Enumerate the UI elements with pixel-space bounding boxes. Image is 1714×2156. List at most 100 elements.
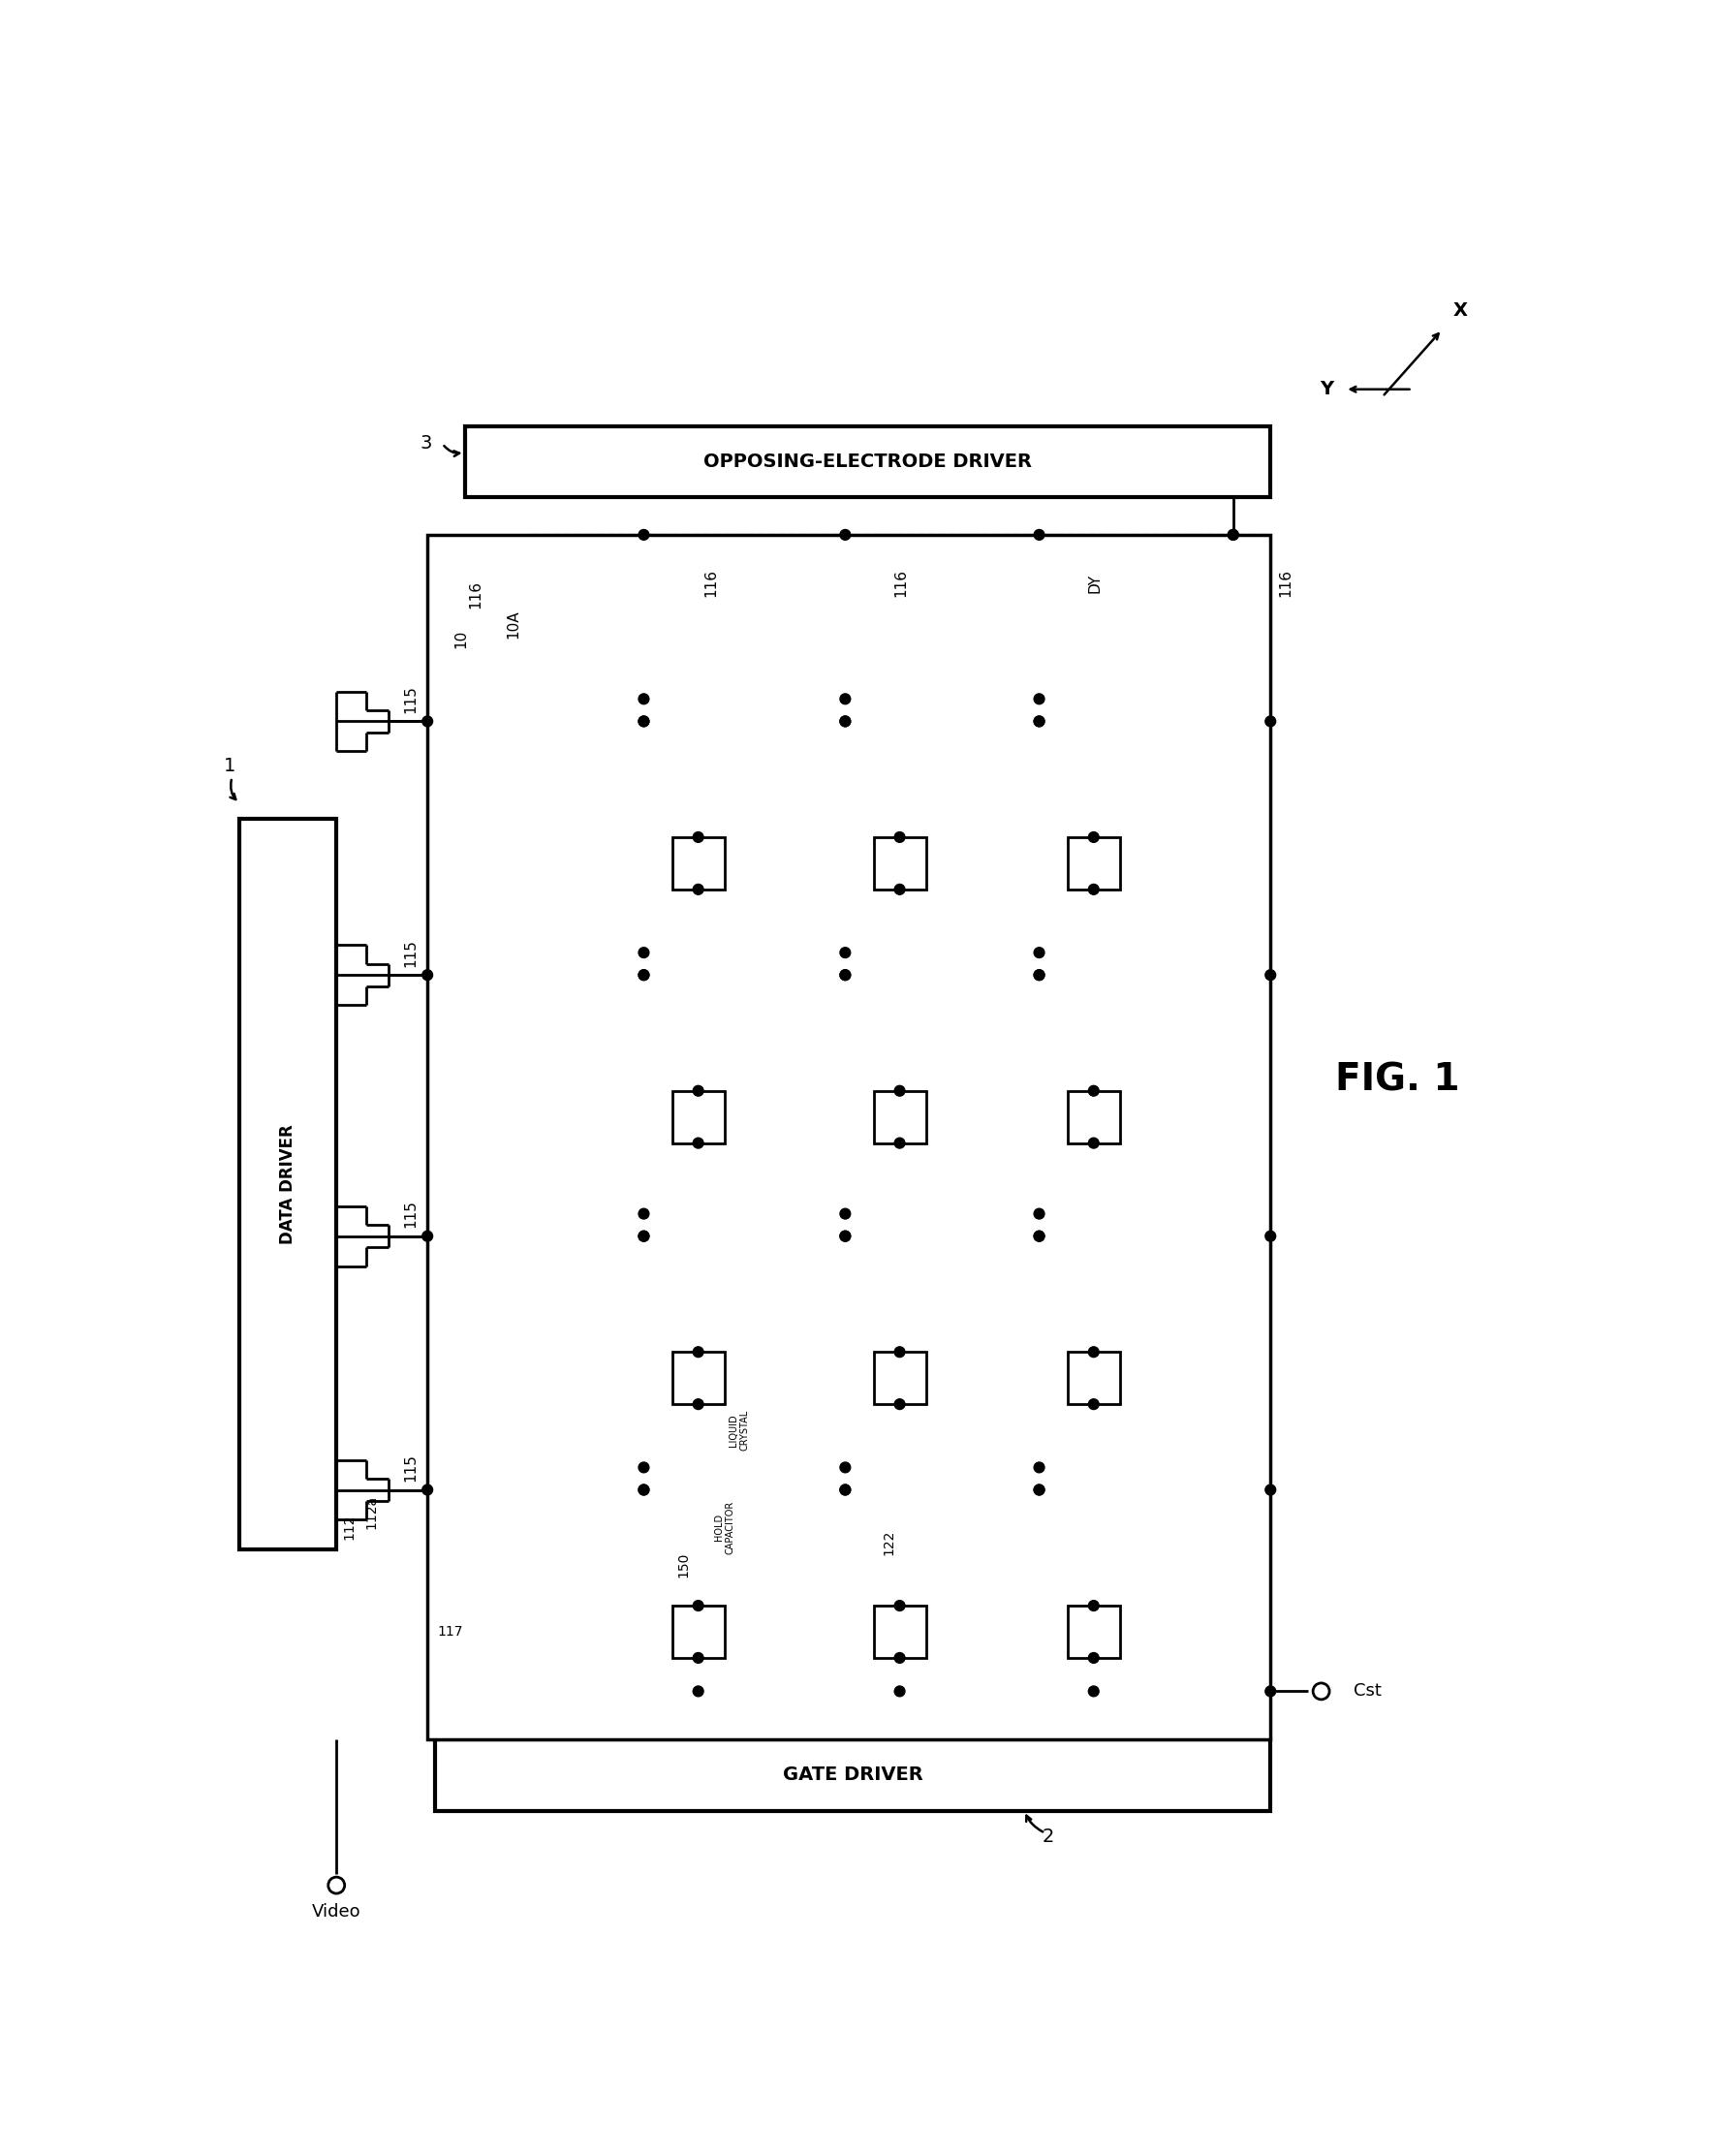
Text: 117: 117 [437, 1626, 463, 1639]
Bar [874, 1091, 926, 1143]
Circle shape [1088, 832, 1099, 843]
Circle shape [840, 1462, 850, 1473]
Circle shape [840, 1231, 850, 1242]
Text: HOLD
CAPACITOR: HOLD CAPACITOR [715, 1501, 735, 1554]
Bar [672, 837, 725, 890]
Text: 10A: 10A [506, 610, 521, 638]
Circle shape [840, 716, 850, 727]
Circle shape [692, 1600, 703, 1611]
Circle shape [840, 716, 850, 727]
Circle shape [895, 1654, 905, 1662]
Circle shape [422, 970, 432, 981]
Circle shape [1227, 530, 1239, 539]
Text: OPPOSING-ELECTRODE DRIVER: OPPOSING-ELECTRODE DRIVER [703, 453, 1032, 470]
Bar [240, 819, 336, 1550]
Circle shape [840, 530, 850, 539]
Circle shape [1265, 716, 1275, 727]
Circle shape [1034, 716, 1044, 727]
Circle shape [422, 1231, 432, 1242]
Circle shape [639, 946, 650, 957]
Circle shape [1088, 1138, 1099, 1149]
Circle shape [895, 1399, 905, 1410]
Circle shape [692, 1654, 703, 1662]
Circle shape [895, 1600, 905, 1611]
Text: DY: DY [1088, 573, 1102, 593]
Circle shape [692, 1348, 703, 1356]
Circle shape [639, 716, 650, 727]
Circle shape [692, 1138, 703, 1149]
Circle shape [639, 1462, 650, 1473]
Circle shape [1034, 530, 1044, 539]
Bar [1068, 1352, 1119, 1404]
Circle shape [895, 1348, 905, 1356]
Circle shape [422, 1485, 432, 1494]
Text: DATA DRIVER: DATA DRIVER [279, 1123, 297, 1244]
Circle shape [1034, 1231, 1044, 1242]
Circle shape [895, 832, 905, 843]
Circle shape [1034, 1462, 1044, 1473]
Bar [874, 837, 926, 890]
Circle shape [639, 970, 650, 981]
Circle shape [639, 1210, 650, 1218]
Text: 150: 150 [677, 1552, 691, 1578]
Circle shape [1088, 1654, 1099, 1662]
Circle shape [1265, 970, 1275, 981]
Circle shape [422, 716, 432, 727]
Circle shape [840, 970, 850, 981]
Circle shape [895, 1087, 905, 1095]
Bar [1068, 1091, 1119, 1143]
Text: 115: 115 [405, 1453, 418, 1481]
Circle shape [639, 1485, 650, 1494]
Circle shape [639, 1485, 650, 1494]
Circle shape [1034, 946, 1044, 957]
Text: X: X [1453, 302, 1467, 319]
Circle shape [840, 1231, 850, 1242]
Text: Y: Y [1320, 379, 1333, 399]
Bar [464, 427, 1270, 498]
Text: Cst: Cst [1354, 1682, 1381, 1699]
Text: 122: 122 [881, 1529, 895, 1554]
Circle shape [692, 1686, 703, 1697]
Text: 116: 116 [895, 569, 908, 597]
Text: 2: 2 [1042, 1828, 1054, 1846]
Text: 115: 115 [405, 686, 418, 714]
Circle shape [639, 970, 650, 981]
Circle shape [1034, 1485, 1044, 1494]
Bar [1068, 1606, 1119, 1658]
Circle shape [1088, 1087, 1099, 1095]
Bar [435, 1740, 1270, 1811]
Bar [874, 1606, 926, 1658]
Circle shape [1034, 1231, 1044, 1242]
Circle shape [840, 694, 850, 705]
Circle shape [1265, 1231, 1275, 1242]
Circle shape [639, 530, 650, 539]
Text: LIQUID
CRYSTAL: LIQUID CRYSTAL [728, 1410, 749, 1451]
Circle shape [1088, 1348, 1099, 1356]
Text: 10: 10 [454, 630, 468, 649]
Circle shape [639, 1231, 650, 1242]
Bar [874, 1352, 926, 1404]
Bar [672, 1091, 725, 1143]
Text: 116: 116 [468, 580, 483, 608]
Circle shape [840, 970, 850, 981]
Circle shape [1034, 970, 1044, 981]
Circle shape [1034, 1485, 1044, 1494]
Circle shape [840, 1210, 850, 1218]
Text: 3: 3 [420, 436, 432, 453]
Circle shape [840, 946, 850, 957]
Circle shape [1088, 1686, 1099, 1697]
Circle shape [1265, 1686, 1275, 1697]
Text: FIG. 1: FIG. 1 [1335, 1061, 1460, 1097]
Circle shape [840, 1485, 850, 1494]
Circle shape [639, 1231, 650, 1242]
Circle shape [895, 884, 905, 895]
Circle shape [840, 1485, 850, 1494]
Text: 115: 115 [405, 1199, 418, 1227]
Circle shape [1227, 530, 1239, 539]
Text: 1: 1 [225, 757, 237, 776]
Bar [672, 1606, 725, 1658]
Circle shape [1088, 1600, 1099, 1611]
Bar [672, 1352, 725, 1404]
Circle shape [692, 1399, 703, 1410]
Circle shape [639, 694, 650, 705]
